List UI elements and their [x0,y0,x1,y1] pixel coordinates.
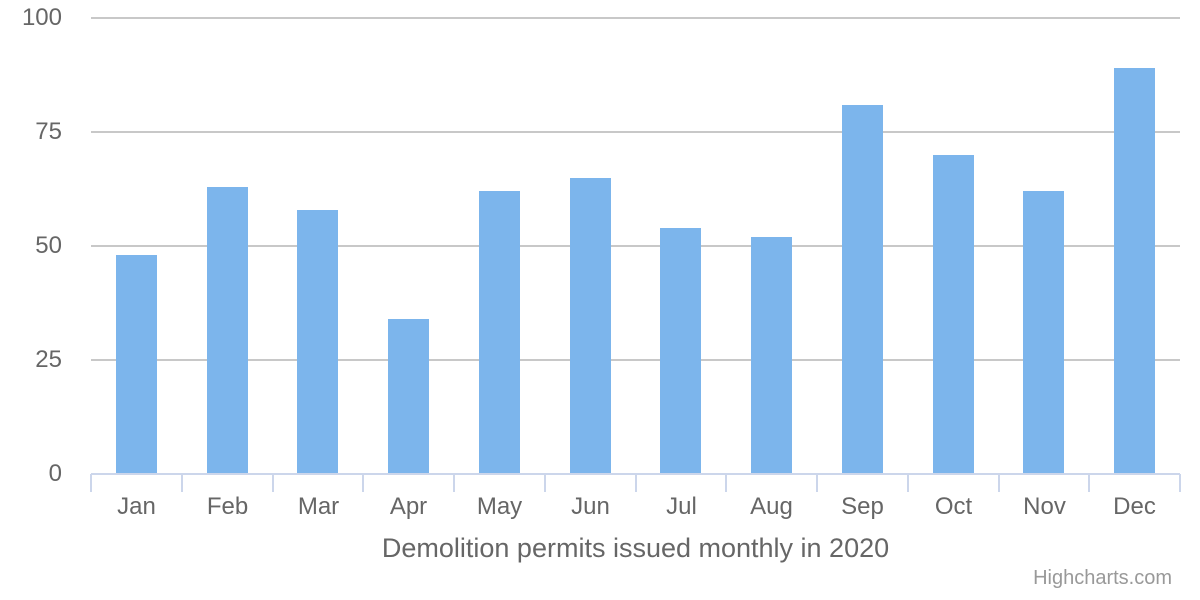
highcharts-credits-link[interactable]: Highcharts.com [1033,567,1172,589]
bar-oct[interactable] [933,155,974,474]
y-gridline-50 [91,245,1180,247]
x-axis-tick [998,474,1000,492]
y-axis-label-25: 25 [35,346,62,373]
x-axis-tick [453,474,455,492]
bar-jan[interactable] [116,255,157,474]
bar-jul[interactable] [660,228,701,474]
x-axis-label-oct: Oct [934,493,973,520]
x-axis-tick [635,474,637,492]
bar-mar[interactable] [297,210,338,474]
x-axis-tick [181,474,183,492]
x-axis-label-dec: Dec [1113,493,1156,520]
x-axis-tick [907,474,909,492]
x-axis-tick [544,474,546,492]
chart-title: Demolition permits issued monthly in 202… [381,533,890,563]
y-axis-label-100: 100 [21,4,62,31]
bar-may[interactable] [479,191,520,474]
bar-nov[interactable] [1023,191,1064,474]
x-axis-tick [272,474,274,492]
y-gridline-100 [91,17,1180,19]
x-axis-label-feb: Feb [206,493,249,520]
x-axis-label-apr: Apr [389,493,428,520]
x-axis-label-aug: Aug [750,493,793,520]
bar-apr[interactable] [388,319,429,474]
x-axis-tick [816,474,818,492]
bar-jun[interactable] [570,178,611,474]
x-axis-tick [725,474,727,492]
bar-feb[interactable] [207,187,248,474]
y-gridline-25 [91,359,1180,361]
x-axis-tick [362,474,364,492]
bar-dec[interactable] [1114,68,1155,474]
y-axis-label-75: 75 [35,118,62,145]
x-axis-label-may: May [476,493,523,520]
y-axis-label-0: 0 [48,460,62,487]
x-axis-label-mar: Mar [297,493,340,520]
bar-aug[interactable] [751,237,792,474]
y-gridline-75 [91,131,1180,133]
x-axis-label-jun: Jun [571,493,610,520]
x-axis-label-jul: Jul [666,493,697,520]
x-axis-label-jan: Jan [117,493,156,520]
x-axis-tick [1179,474,1181,492]
bar-sep[interactable] [842,105,883,474]
x-axis-tick [90,474,92,492]
x-axis-label-nov: Nov [1023,493,1066,520]
x-axis-tick [1088,474,1090,492]
y-axis-label-50: 50 [35,232,62,259]
x-axis-label-sep: Sep [841,493,884,520]
